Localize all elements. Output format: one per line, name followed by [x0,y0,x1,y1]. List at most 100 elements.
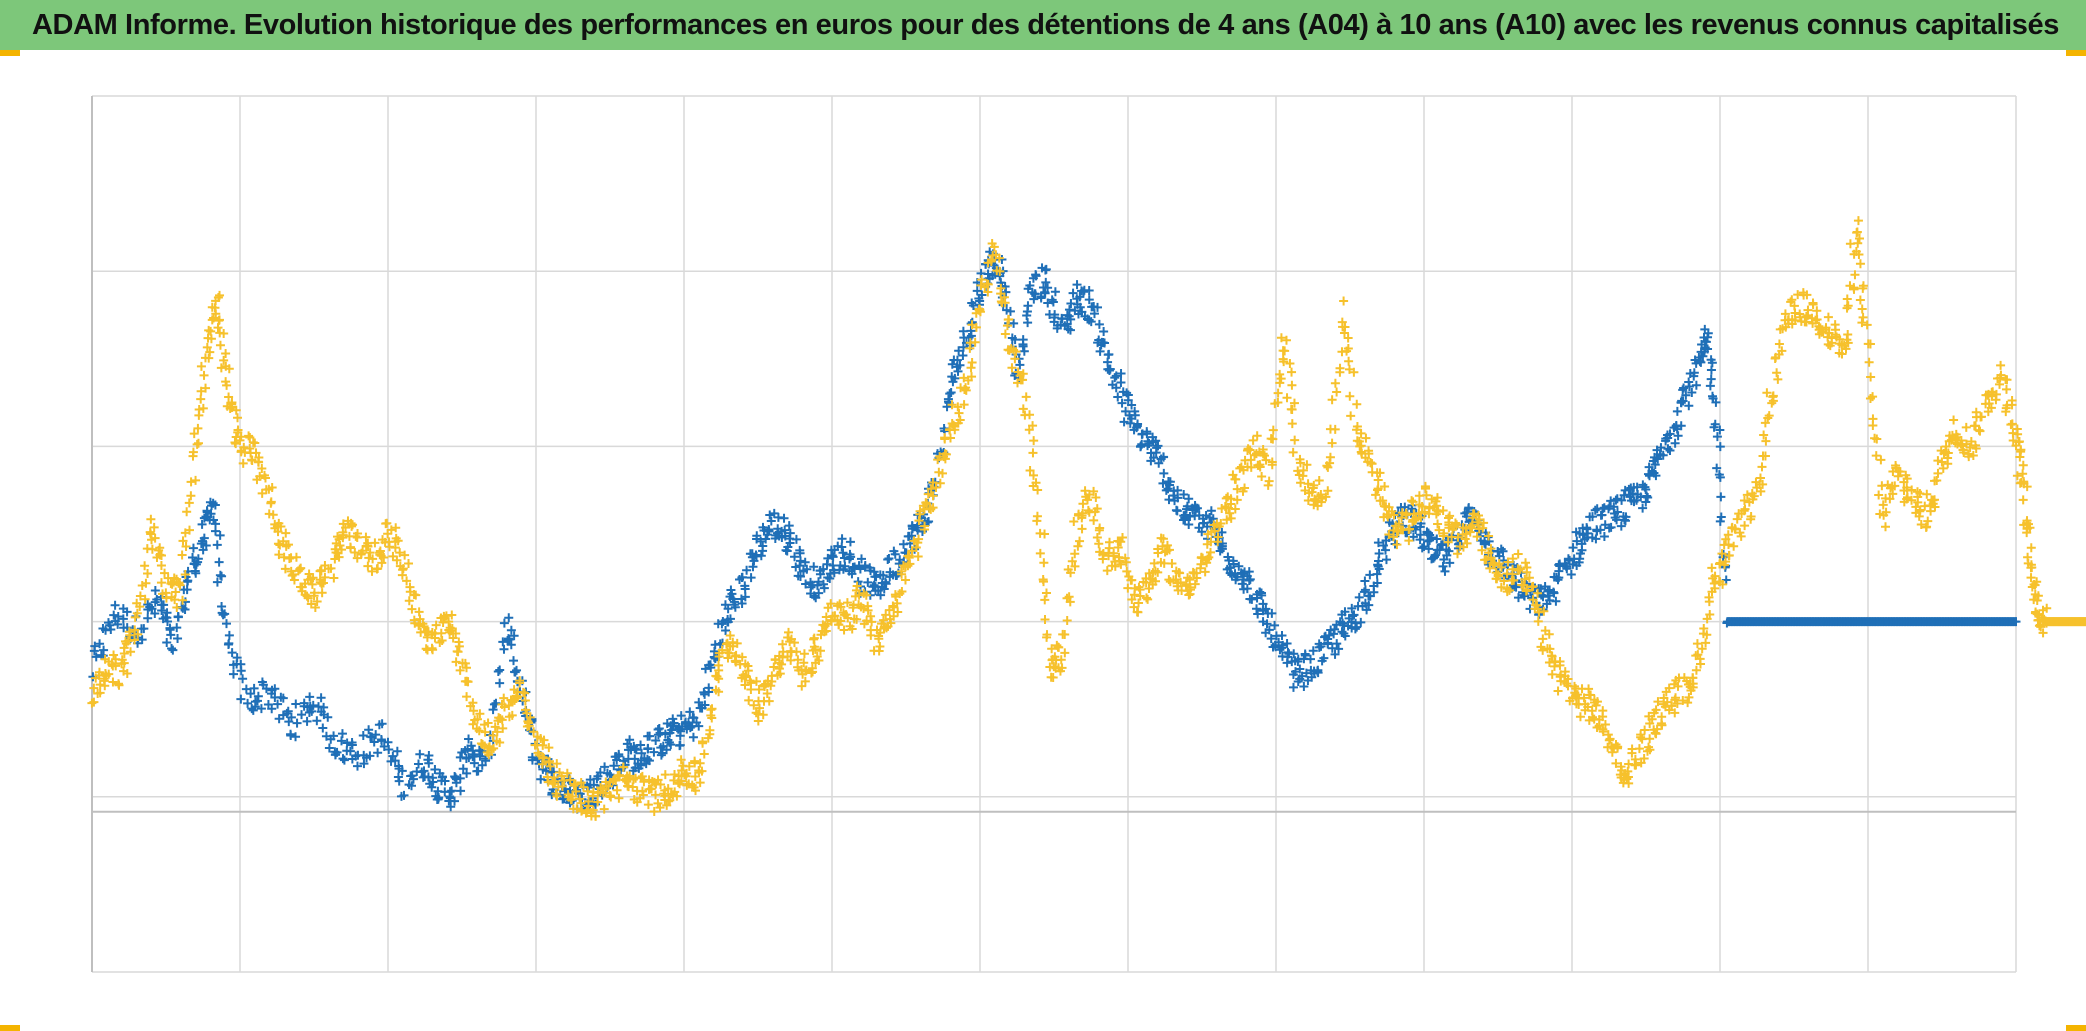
data-point [247,455,257,465]
data-point [1759,430,1769,440]
data-point [1103,357,1113,367]
data-point [1068,288,1078,298]
data-point [447,610,457,620]
data-point [337,545,347,555]
data-point [1084,295,1094,305]
data-point [1041,588,1051,598]
data-point [1260,451,1270,461]
data-point [1893,471,1903,481]
data-point [1023,318,1033,328]
data-point [1414,508,1424,518]
data-point [506,695,516,705]
data-point [1249,450,1259,460]
data-point [282,708,292,718]
data-point [1156,454,1166,464]
data-point [1598,724,1608,734]
data-point [762,688,772,698]
data-point [1923,516,1933,526]
data-point [90,641,100,651]
data-point [1273,398,1283,408]
chart-title-bar: ADAM Informe. Evolution historique des p… [0,0,2086,50]
data-point [302,716,312,726]
data-point [329,731,339,741]
data-point [1915,505,1925,515]
data-point [950,373,960,383]
data-point [1756,486,1766,496]
data-point [1404,524,1414,534]
data-point [1153,567,1163,577]
data-point [1438,539,1448,549]
data-point [1340,322,1350,332]
data-point [214,557,224,567]
data-point [2018,495,2028,505]
data-point [1360,585,1370,595]
data-point [1013,367,1023,377]
data-point [462,692,472,702]
data-point [1496,582,1506,592]
data-point [1420,507,1430,517]
data-point [499,618,509,628]
data-point [132,608,142,618]
data-point [2007,419,2017,429]
data-point [1723,530,1733,540]
data-point [810,644,820,654]
data-point [1551,596,1561,606]
data-point [1104,543,1114,553]
data-point [196,361,206,371]
data-point [1736,531,1746,541]
data-point [139,624,149,634]
data-point [1264,476,1274,486]
data-point [1762,388,1772,398]
data-point [1148,437,1158,447]
data-point [867,617,877,627]
data-point [1063,564,1073,574]
data-point [1673,681,1683,691]
data-point [495,678,505,688]
data-point [143,569,153,579]
data-point [1287,405,1297,415]
data-point [1342,346,1352,356]
data-point [309,591,319,601]
data-point [244,431,254,441]
data-point [162,617,172,627]
data-point [1667,701,1677,711]
data-point [578,782,588,792]
data-point [1717,549,1727,559]
data-point [1714,470,1724,480]
data-point [1503,557,1513,567]
data-point [1111,383,1121,393]
data-point [643,744,653,754]
data-point [1360,598,1370,608]
data-point [1993,374,2003,384]
data-point [1374,564,1384,574]
data-point [1367,459,1377,469]
data-point [741,671,751,681]
data-point [725,631,735,641]
data-point [966,363,976,373]
data-point [903,561,913,571]
data-point [368,554,378,564]
data-point [707,713,717,723]
data-point [1612,494,1622,504]
data-point [818,564,828,574]
data-point [1000,329,1010,339]
data-point [170,595,180,605]
data-point [114,680,124,690]
data-point [1430,550,1440,560]
data-point [784,521,794,531]
data-point [924,516,934,526]
data-point [845,537,855,547]
data-point [499,693,509,703]
data-point [181,541,191,551]
data-point [2013,429,2023,439]
data-point [1545,644,1555,654]
data-point [1202,558,1212,568]
data-point [440,776,450,786]
data-point [1289,398,1299,408]
data-point [740,680,750,690]
data-point [1340,607,1350,617]
data-point [1264,625,1274,635]
data-point [1549,661,1559,671]
data-point [2026,560,2036,570]
data-point [1477,545,1487,555]
